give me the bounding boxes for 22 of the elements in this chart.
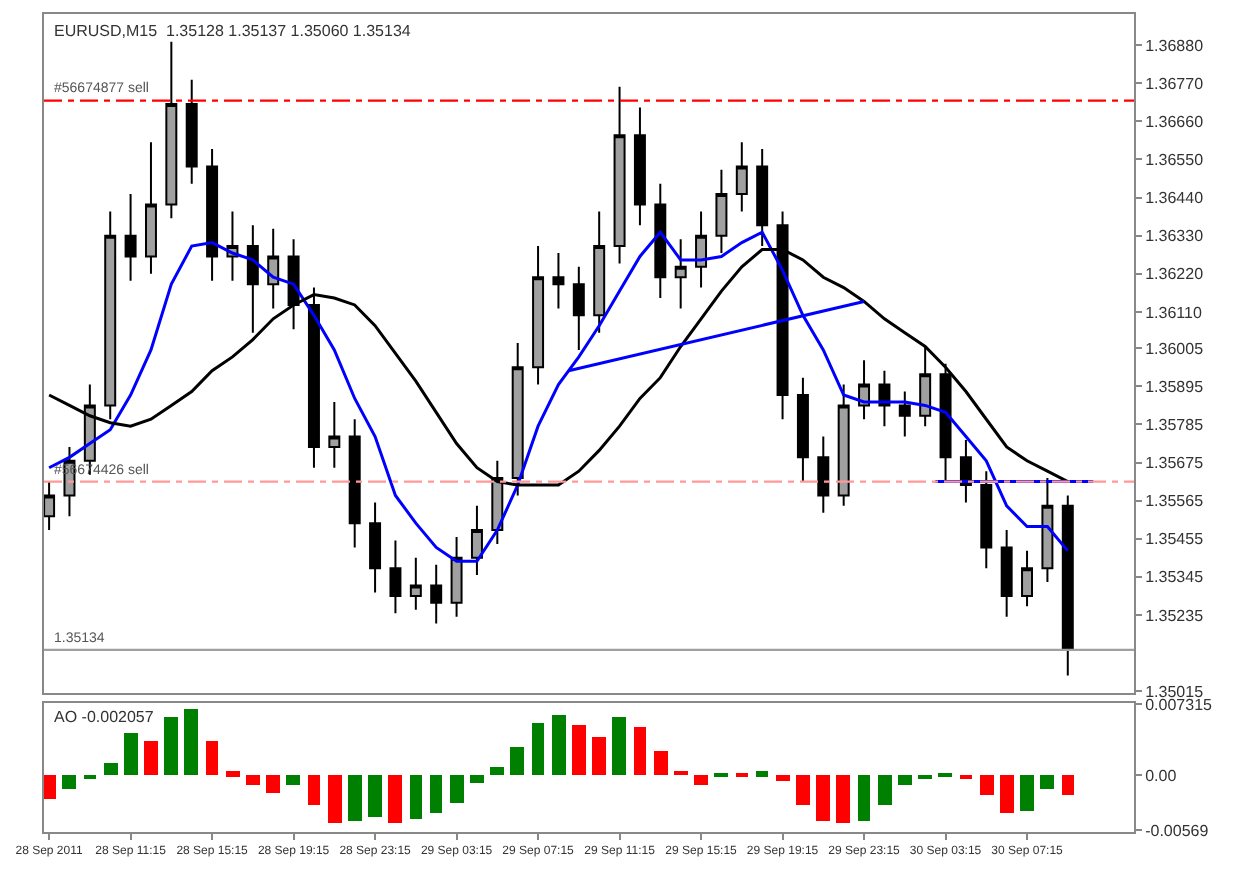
y-tick-label: 1.35565 (1145, 492, 1205, 511)
y-tick-label: 1.36440 (1145, 189, 1205, 208)
y-tick-label: 1.36110 (1145, 303, 1203, 322)
y-tick-label: 1.36330 (1145, 227, 1205, 246)
y-tick-label: 1.35235 (1145, 606, 1205, 625)
y-tick-label: 0.00 (1145, 766, 1178, 785)
y-tick-label: 1.35345 (1145, 568, 1205, 587)
y-tick-label: 1.36005 (1145, 339, 1205, 358)
chart-title: AO -0.002057 (54, 708, 155, 726)
y-tick-label: 1.35015 (1145, 682, 1205, 701)
text: EURUSD,M15 1.35128 1.35137 1.35060 1.35134 (54, 22, 412, 40)
y-tick-label: 1.35455 (1145, 530, 1205, 549)
y-tick-label: 0.007315 (1145, 696, 1214, 715)
y-tick-label: 1.35675 (1145, 454, 1205, 473)
y-tick-label: -0.00569 (1145, 821, 1210, 840)
y-tick-label: 1.35895 (1145, 377, 1205, 396)
y-tick-label: 1.35785 (1145, 416, 1205, 435)
y-tick-label: 1.36220 (1145, 265, 1205, 284)
y-tick-label: 1.36880 (1145, 36, 1205, 55)
y-tick-label: 1.36660 (1145, 112, 1205, 131)
y-tick-label: 1.36550 (1145, 151, 1205, 170)
y-tick-label: 1.36770 (1145, 74, 1205, 93)
